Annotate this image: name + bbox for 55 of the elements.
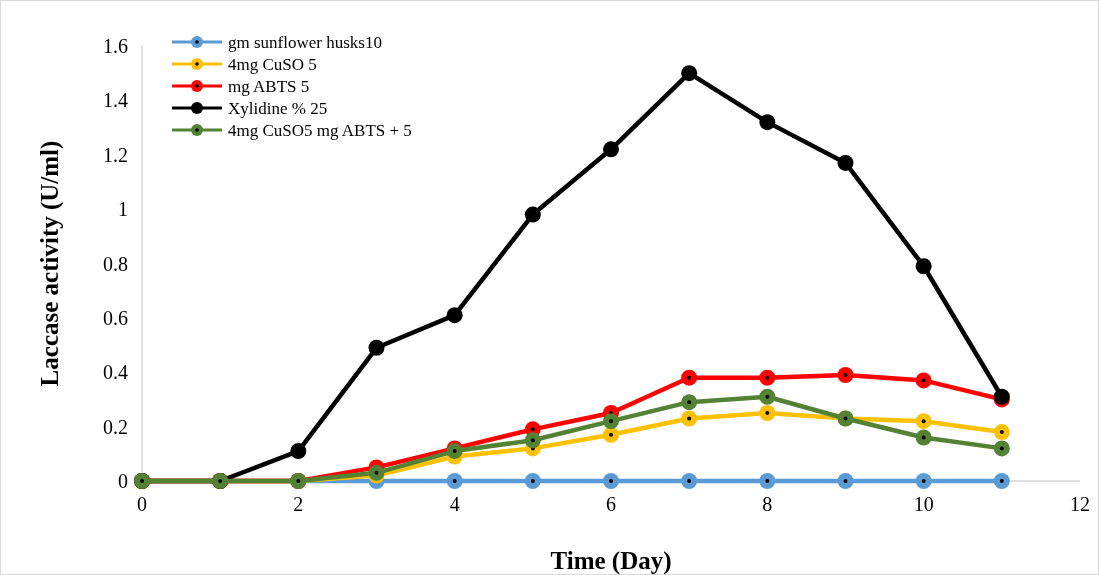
y-tick-label: 0.6 — [103, 306, 128, 329]
x-tick-label: 0 — [137, 493, 147, 515]
legend-label: mg ABTS 5 — [228, 76, 310, 96]
x-tick-label: 4 — [449, 493, 460, 515]
legend-label: gm sunflower husks10 — [228, 32, 382, 52]
x-tick-label: 10 — [913, 493, 934, 515]
legend-label: Xylidine % 25 — [228, 98, 328, 118]
x-tick-label: 6 — [606, 493, 616, 515]
point — [915, 473, 932, 489]
point — [837, 473, 854, 489]
point — [681, 394, 698, 411]
point — [681, 473, 698, 489]
point — [681, 369, 698, 386]
point — [603, 141, 619, 158]
point — [681, 65, 698, 82]
point — [993, 440, 1010, 457]
point — [368, 339, 385, 356]
point — [759, 114, 776, 131]
point — [915, 372, 932, 389]
y-axis-title: Laccase activity (U/ml) — [36, 140, 64, 387]
y-tick-label: 1.6 — [103, 35, 128, 57]
y-tick-label: 0.4 — [103, 361, 128, 384]
point — [603, 473, 619, 489]
y-tick-label: 0.2 — [103, 415, 128, 438]
x-tick-label: 8 — [762, 493, 773, 515]
point — [524, 432, 541, 449]
point — [681, 410, 698, 427]
point — [759, 388, 776, 405]
point — [603, 426, 619, 443]
y-tick-label: 1.4 — [103, 89, 128, 112]
point — [837, 154, 854, 171]
point — [759, 405, 776, 422]
point — [915, 258, 932, 275]
point — [993, 424, 1010, 441]
point — [524, 473, 541, 489]
point — [915, 429, 932, 446]
point — [837, 366, 854, 383]
y-tick-label: 1 — [118, 198, 128, 221]
y-tick-label: 0 — [118, 470, 128, 492]
legend-label: 4mg CuSO 5 — [228, 54, 317, 74]
point — [759, 369, 776, 386]
x-axis-title: Time (Day) — [550, 547, 672, 575]
x-tick-label: 12 — [1070, 493, 1090, 515]
y-tick-label: 1.2 — [103, 143, 128, 166]
legend-label: 4mg CuSO5 mg ABTS + 5 — [228, 120, 412, 140]
point — [446, 473, 463, 489]
point — [524, 206, 541, 223]
y-tick-label: 0.8 — [103, 252, 128, 275]
point — [446, 307, 463, 324]
point — [290, 443, 307, 460]
point — [603, 413, 619, 430]
point — [759, 473, 776, 489]
point — [915, 413, 932, 430]
x-tick-label: 2 — [293, 493, 304, 515]
point — [993, 473, 1010, 489]
